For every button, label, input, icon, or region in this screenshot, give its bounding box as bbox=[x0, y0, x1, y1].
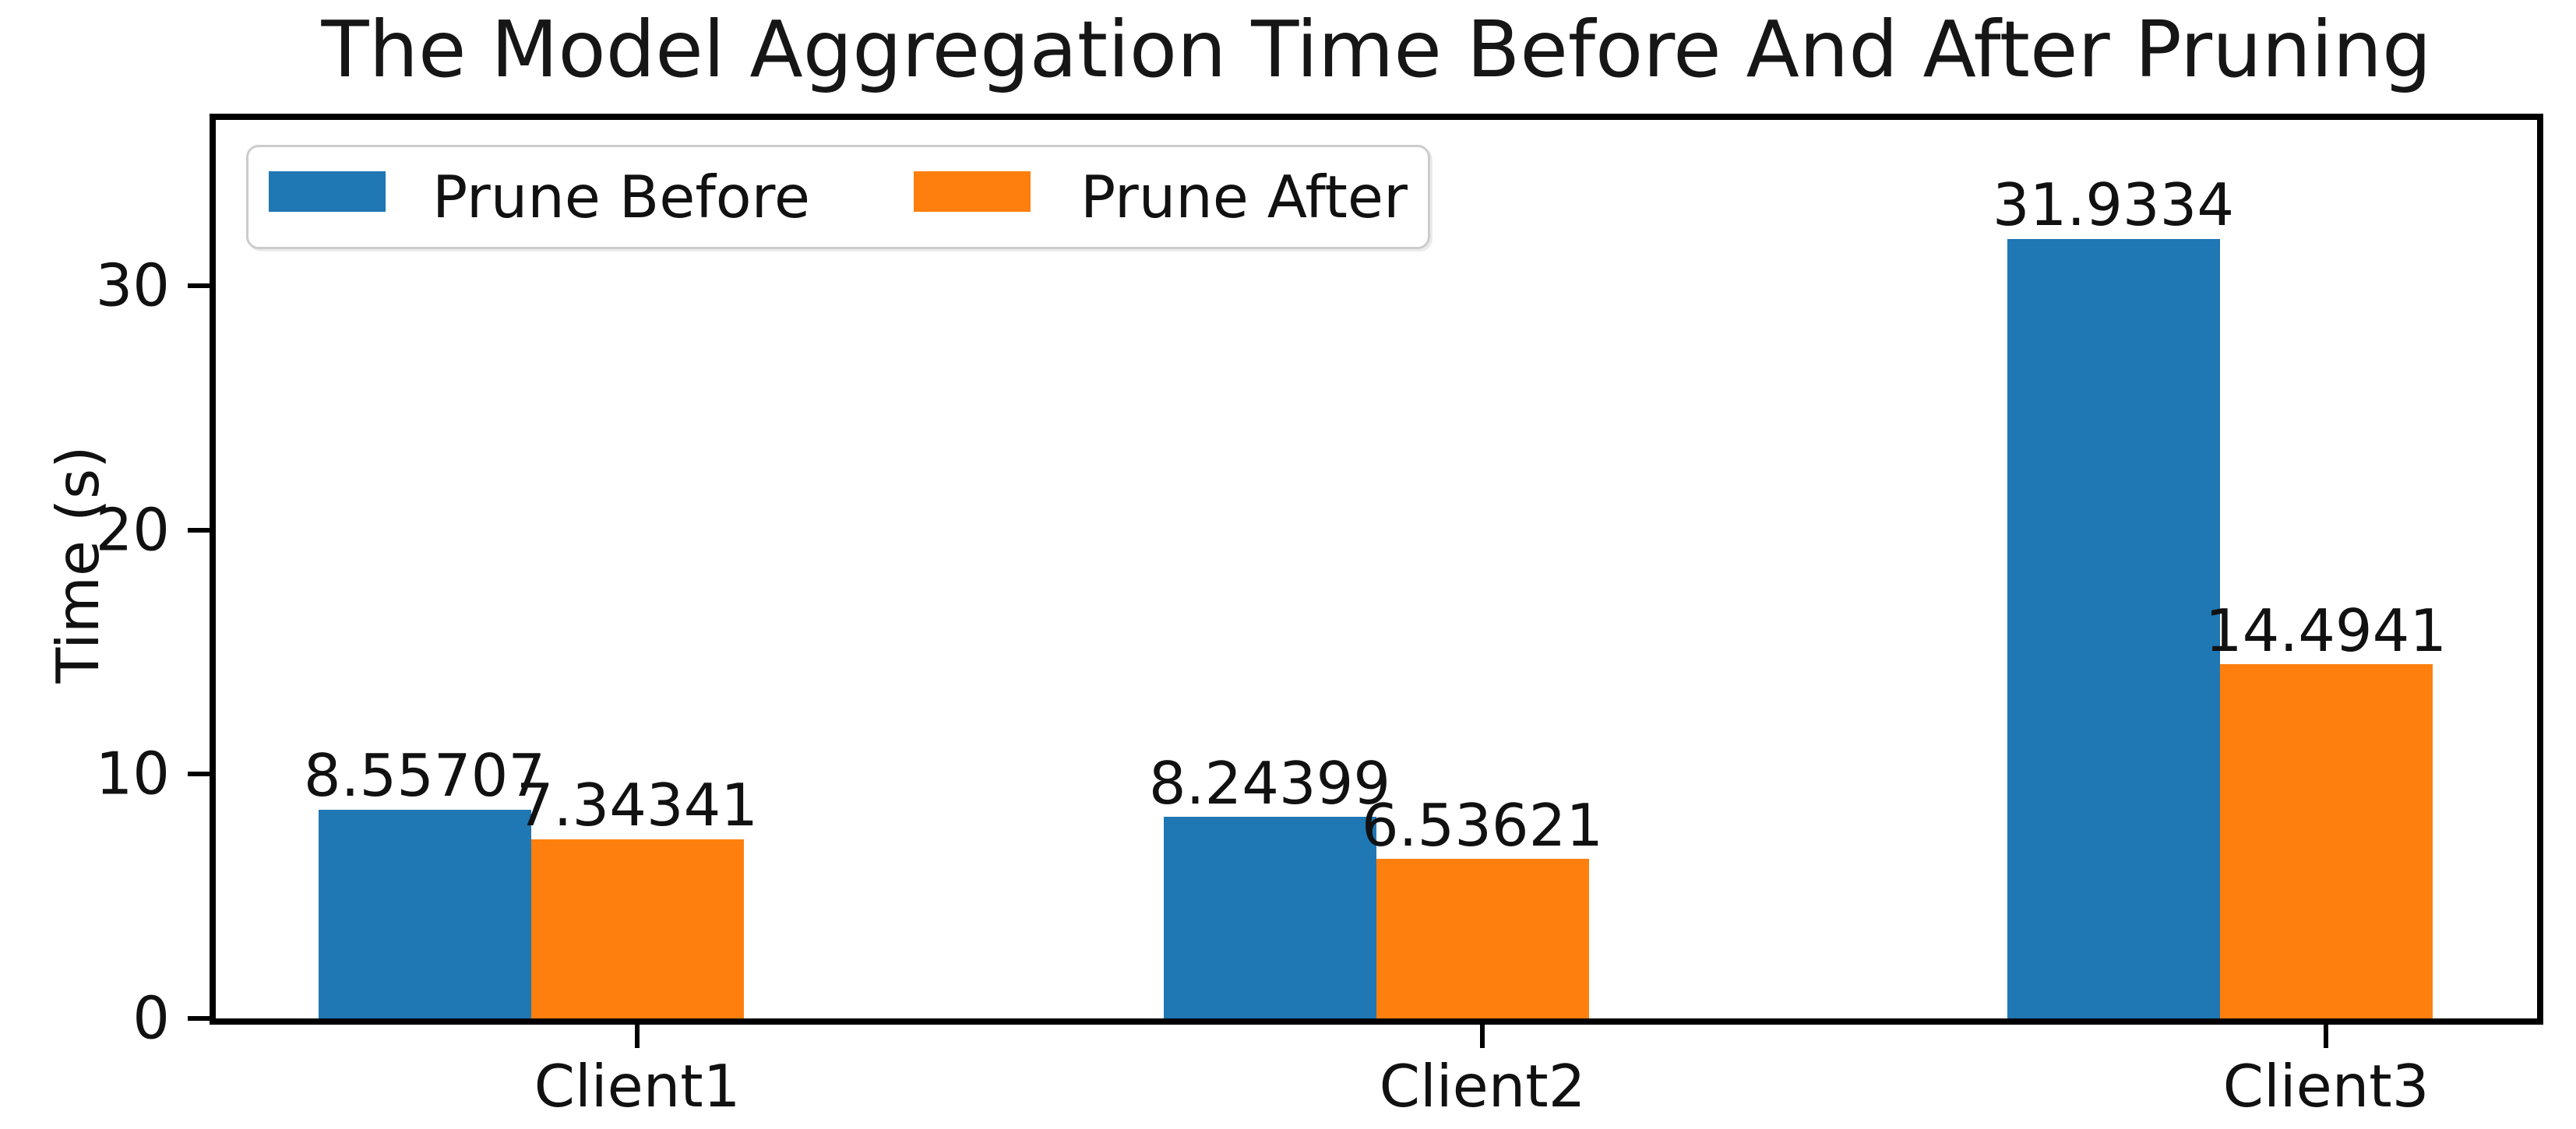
legend-label-prune-after: Prune After bbox=[1080, 163, 1408, 231]
value-label-prune-before-client2: 8.24399 bbox=[1148, 748, 1391, 818]
bar-prune-after-client2 bbox=[1376, 859, 1589, 1018]
x-tick-mark-client1 bbox=[635, 1025, 640, 1048]
value-label-prune-after-client3: 14.4941 bbox=[2204, 596, 2447, 665]
value-label-prune-after-client1: 7.34341 bbox=[516, 771, 759, 840]
legend-label-prune-before: Prune Before bbox=[432, 163, 811, 231]
plot-area: 8.55707 8.24399 31.9334 7.34341 6.53621 14.49… bbox=[216, 120, 2537, 1018]
bar-prune-after-client1 bbox=[530, 839, 744, 1018]
y-tick-mark-20 bbox=[188, 527, 210, 533]
y-tick-label-20: 20 bbox=[95, 495, 170, 564]
chart-title: The Model Aggregation Time Before And Af… bbox=[321, 4, 2432, 95]
y-tick-mark-0 bbox=[188, 1016, 210, 1021]
bar-prune-before-client2 bbox=[1163, 817, 1376, 1018]
legend-swatch-prune-after bbox=[914, 171, 1031, 212]
y-axis-label: Time (s) bbox=[44, 445, 112, 684]
value-label-prune-before-client3: 31.9334 bbox=[1992, 171, 2235, 240]
legend-swatch-prune-before bbox=[269, 171, 386, 212]
legend: Prune Before Prune After bbox=[246, 145, 1430, 249]
plot-spine-left bbox=[210, 114, 216, 1025]
y-tick-mark-30 bbox=[188, 283, 210, 289]
value-label-prune-after-client2: 6.53621 bbox=[1361, 790, 1604, 860]
y-tick-label-10: 10 bbox=[95, 739, 170, 808]
x-tick-label-client2: Client2 bbox=[1379, 1052, 1586, 1120]
x-tick-label-client1: Client1 bbox=[534, 1052, 741, 1120]
plot-spine-bottom bbox=[210, 1018, 2543, 1025]
plot-spine-right bbox=[2537, 114, 2543, 1025]
bar-prune-before-client1 bbox=[318, 809, 531, 1018]
bar-prune-before-client3 bbox=[2007, 238, 2220, 1018]
y-tick-label-0: 0 bbox=[132, 983, 170, 1053]
x-tick-mark-client2 bbox=[1480, 1025, 1485, 1048]
y-tick-mark-10 bbox=[188, 772, 210, 777]
bar-prune-after-client3 bbox=[2219, 664, 2433, 1018]
plot-spine-top bbox=[210, 114, 2543, 120]
y-tick-label-30: 30 bbox=[95, 251, 170, 320]
value-label-prune-before-client1: 8.55707 bbox=[303, 741, 546, 811]
x-tick-mark-client3 bbox=[2324, 1025, 2328, 1048]
x-tick-label-client3: Client3 bbox=[2222, 1052, 2430, 1120]
